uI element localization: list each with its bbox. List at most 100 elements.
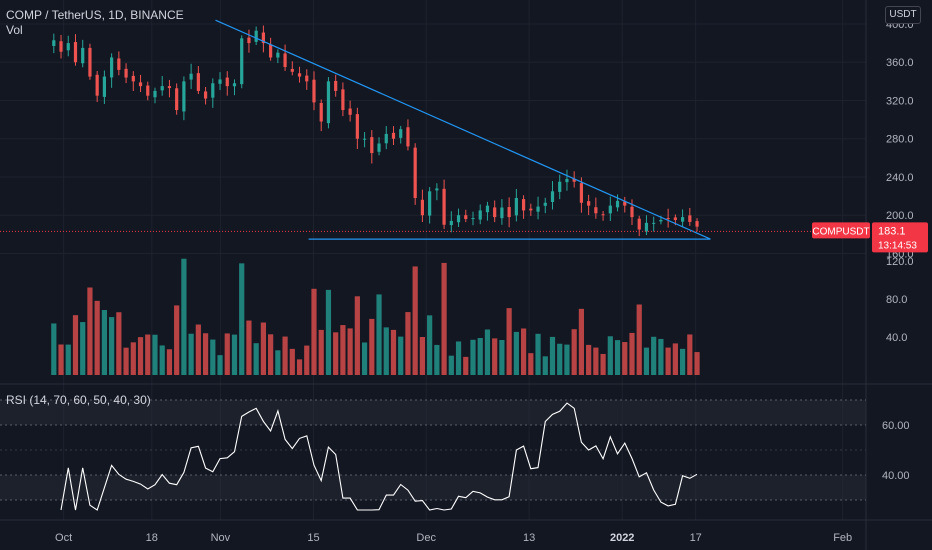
candle-body (507, 207, 511, 218)
candle-body (442, 188, 446, 225)
rsi-indicator-label[interactable]: RSI (14, 70, 60, 50, 40, 30) (6, 393, 151, 407)
volume-bar (593, 347, 599, 375)
candle-body (312, 79, 316, 103)
candle-body (52, 40, 56, 46)
candle-body (370, 137, 374, 154)
candle-body (355, 114, 359, 139)
volume-label[interactable]: Vol (6, 23, 23, 37)
volume-bar (137, 337, 144, 375)
volume-bar (419, 336, 426, 375)
volume-bar (448, 355, 454, 375)
candle-body (666, 218, 670, 220)
time-axis-tick-4: Dec (416, 532, 436, 544)
volume-bar (672, 343, 678, 375)
volume-bar (571, 329, 577, 375)
volume-bar (607, 336, 613, 375)
candle-body (543, 202, 547, 206)
symbol-title[interactable]: COMP / TetherUS, 1D, BINANCE (6, 8, 184, 22)
candle-body (601, 214, 605, 216)
candle-body (196, 73, 200, 91)
symbol-tag-text: COMPUSDT (812, 226, 869, 237)
volume-bar (383, 327, 389, 375)
volume-bar (188, 333, 194, 375)
candle-body (485, 205, 490, 213)
candle-body (435, 188, 439, 191)
volume-bar (578, 308, 585, 375)
candle-body (456, 215, 461, 223)
rsi-axis-tick-0: 60.00 (882, 420, 910, 432)
volume-bar (268, 334, 274, 375)
candle-body (471, 218, 475, 220)
candle-body (110, 57, 114, 78)
volume-bar (549, 336, 556, 375)
volume-bar (506, 308, 512, 375)
volume-bar (152, 334, 158, 375)
price-axis-tick-4: 240.0 (886, 172, 914, 184)
last-price-text: 183.1 (878, 225, 906, 237)
rsi-axis-tick-1: 40.00 (882, 470, 910, 482)
volume-bar (405, 312, 411, 375)
volume-bar (347, 328, 353, 375)
volume-bar (477, 338, 483, 375)
currency-badge[interactable]: USDT (885, 6, 921, 24)
candle-body (218, 79, 222, 84)
countdown-text: 13:14:53 (878, 240, 917, 251)
candle-body (269, 44, 273, 58)
volume-bar (340, 325, 346, 375)
candle-body (189, 73, 193, 80)
price-tag: COMPUSDT 183.1 13:14:53 (812, 222, 928, 253)
candle-body (175, 88, 179, 111)
candle-body (73, 42, 78, 63)
volume-bar (470, 339, 476, 375)
volume-bar (80, 322, 86, 375)
volume-bar (253, 343, 259, 375)
volume-bar (65, 344, 71, 375)
candle-body (88, 47, 92, 77)
volume-bar (116, 312, 122, 375)
volume-bar (311, 288, 317, 375)
candle-body (167, 86, 172, 89)
volume-bar (275, 350, 281, 375)
candle-body (673, 217, 677, 220)
candle-body (464, 215, 468, 220)
candle-body (348, 108, 352, 115)
candle-body (362, 138, 367, 140)
volume-bar (130, 342, 136, 375)
volume-bar (210, 339, 216, 375)
candle-body (594, 207, 598, 214)
candle-body (305, 75, 309, 82)
candle-body (211, 83, 215, 98)
candle-body (232, 83, 237, 87)
candle-body (146, 85, 150, 96)
candle-body (695, 221, 699, 227)
price-axis-tick-5: 200.0 (886, 210, 914, 222)
candle-body (608, 205, 612, 214)
volume-bar (195, 324, 201, 375)
volume-bar (72, 315, 79, 375)
time-axis-tick-5: 13 (523, 532, 535, 544)
candle-body (558, 181, 562, 192)
candle-body (688, 215, 692, 222)
candle-body (399, 129, 403, 138)
candle-body (59, 41, 63, 52)
symbol-tag-bg (812, 222, 870, 239)
candle-body (319, 102, 323, 122)
price-tag-bg (872, 222, 928, 253)
candle-body (644, 222, 649, 232)
volume-bar (224, 333, 230, 375)
volume-bar (145, 334, 151, 375)
candle-body (529, 208, 533, 211)
volume-bar (260, 322, 266, 375)
volume-bar (679, 348, 686, 375)
volume-bar (658, 338, 664, 375)
candle-body (160, 86, 164, 91)
candle-body (377, 143, 381, 152)
candle-body (297, 73, 302, 77)
volume-axis-tick-0: 120.0 (886, 256, 914, 268)
volume-bar (166, 349, 173, 375)
candle-body (572, 178, 576, 182)
time-axis-tick-6: 2022 (610, 532, 634, 544)
volume-bar (636, 304, 642, 375)
price-axis-tick-2: 320.0 (886, 95, 914, 107)
